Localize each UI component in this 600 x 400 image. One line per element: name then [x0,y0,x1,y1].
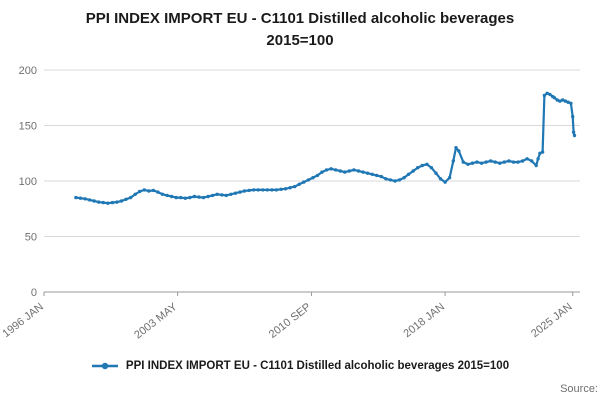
series-line [75,92,576,205]
y-tick-label: 100 [19,176,37,188]
y-tick-label: 200 [19,65,37,77]
y-tick-label: 150 [19,121,37,133]
chart-title-line2: 2015=100 [266,31,334,49]
chart-title: PPI INDEX IMPORT EU - C1101 Distilled al… [0,8,600,52]
series-points [74,91,577,205]
chart-title-line1: PPI INDEX IMPORT EU - C1101 Distilled al… [85,10,515,27]
x-tick-label: 2018 JAN [401,301,446,340]
line-chart-plot: 0 50 100 150 200 1996 JAN 2003 MAY 2010 SEP 2018… [0,65,580,342]
gridlines [44,69,580,237]
x-tick-label: 1996 JAN [0,301,45,340]
x-tick-label: 2003 MAY [132,301,180,342]
legend-label: PPI INDEX IMPORT EU - C1101 Distilled al… [125,360,510,372]
chart-legend[interactable]: PPI INDEX IMPORT EU - C1101 Distilled al… [0,360,600,372]
x-axis-tick-labels: 1996 JAN 2003 MAY 2010 SEP 2018 JAN 2025 JAN [0,292,575,342]
y-axis-tick-labels: 0 50 100 150 200 [19,65,37,299]
x-tick-label: 2010 SEP [267,301,313,341]
legend-line-marker-icon [91,362,118,370]
y-tick-label: 50 [25,232,37,244]
x-tick-label: 2025 JAN [529,301,574,340]
y-tick-label: 0 [31,287,37,299]
source-label: Source: [560,383,598,395]
